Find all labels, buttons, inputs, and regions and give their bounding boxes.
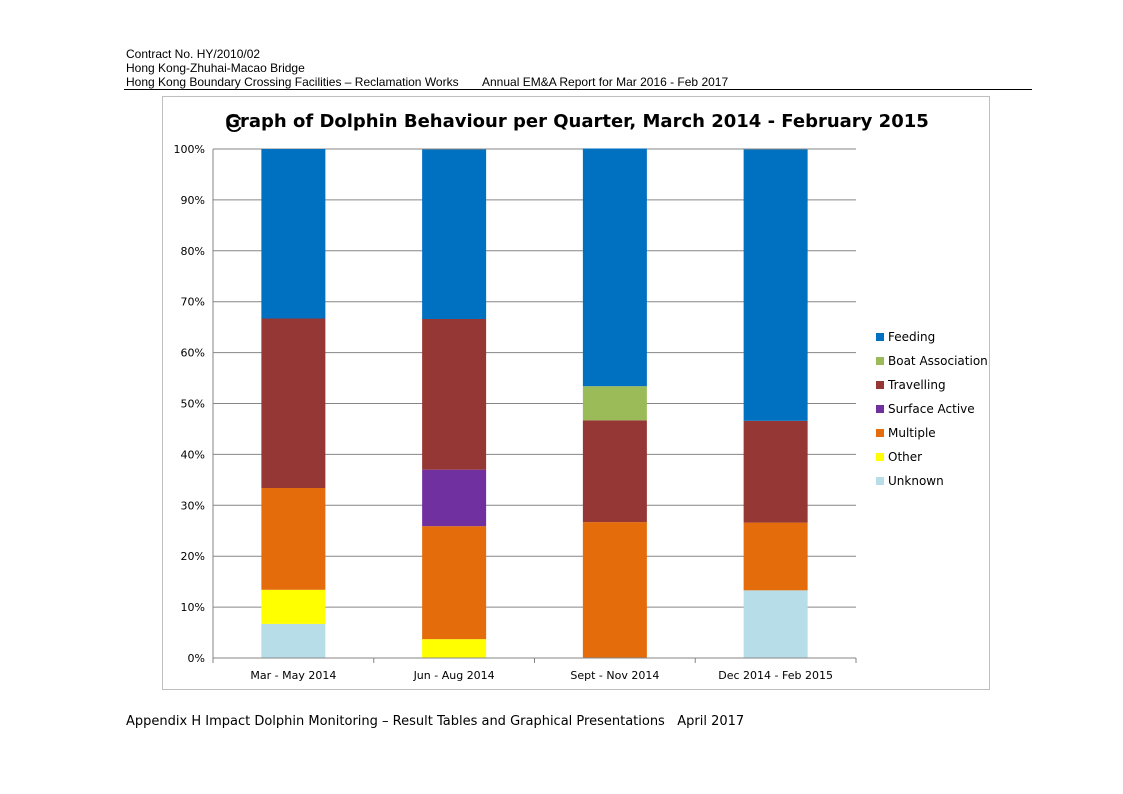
bar-segment-travelling (743, 420, 808, 523)
legend-swatch (876, 477, 884, 485)
y-tick-label: 40% (181, 448, 205, 461)
legend-swatch (876, 429, 884, 437)
y-tick-label: 60% (181, 347, 205, 360)
bar-segment-travelling (261, 318, 326, 488)
y-tick-label: 0% (188, 652, 205, 665)
axes: 0% 10% 20% 30% 40% 50% 60% 70% 80% 90% 100% Mar - M… (174, 143, 857, 682)
legend-label: Multiple (888, 426, 936, 440)
y-tick-label: 20% (181, 550, 205, 563)
works-name: Hong Kong Boundary Crossing Facilities –… (126, 75, 459, 89)
legend-label: Unknown (888, 474, 944, 488)
y-tick-label: 70% (181, 296, 205, 309)
bar-segment-boat-association (582, 386, 647, 421)
footer: Appendix H Impact Dolphin Monitoring – R… (126, 714, 744, 729)
bar-segment-unknown (743, 590, 808, 658)
project-name: Hong Kong-Zhuhai-Macao Bridge (126, 61, 305, 75)
bar-segment-other (422, 639, 487, 658)
bar-segment-feeding (422, 149, 487, 320)
x-tick-label: Jun - Aug 2014 (413, 669, 495, 682)
legend-label: Boat Association (888, 354, 988, 368)
bar-segment-surface-active (422, 469, 487, 527)
y-tick-label: 30% (181, 499, 205, 512)
bar-segment-other (261, 589, 326, 624)
bar-segment-feeding (743, 149, 808, 421)
bar-segment-travelling (582, 420, 647, 523)
bar-segment-travelling (422, 319, 487, 470)
y-tick-label: 100% (174, 143, 205, 156)
chart-frame: C Graph of Dolphin Behaviour per Quarter… (162, 96, 990, 690)
contract-number: Contract No. HY/2010/02 (126, 47, 261, 61)
legend-label: Travelling (887, 378, 946, 392)
legend-label: Surface Active (888, 402, 975, 416)
header-rule (124, 89, 1032, 90)
y-tick-label: 50% (181, 398, 205, 411)
chart-title: Graph of Dolphin Behaviour per Quarter, … (225, 111, 929, 132)
bar-segment-feeding (582, 148, 647, 387)
y-tick-label: 90% (181, 194, 205, 207)
report-name: Annual EM&A Report for Mar 2016 - Feb 20… (482, 75, 729, 89)
bar-segment-multiple (261, 487, 326, 590)
legend-swatch (876, 405, 884, 413)
legend-swatch (876, 381, 884, 389)
x-tick-label: Sept - Nov 2014 (570, 669, 659, 682)
legend-swatch (876, 357, 884, 365)
legend-swatch (876, 453, 884, 461)
legend-label: Other (888, 450, 922, 464)
bar-segment-unknown (261, 623, 326, 658)
bars (261, 148, 808, 658)
bar-segment-multiple (422, 526, 487, 640)
footer-text: Appendix H Impact Dolphin Monitoring – R… (126, 714, 665, 729)
legend: Feeding Boat Association Travelling Surface… (876, 330, 988, 488)
bar-segment-multiple (582, 522, 647, 658)
x-tick-label: Dec 2014 - Feb 2015 (718, 669, 833, 682)
y-tick-label: 80% (181, 245, 205, 258)
chart-label: C (225, 111, 242, 138)
legend-swatch (876, 333, 884, 341)
footer-date: April 2017 (677, 714, 745, 729)
x-tick-label: Mar - May 2014 (250, 669, 336, 682)
bar-segment-feeding (261, 149, 326, 319)
chart-svg: C Graph of Dolphin Behaviour per Quarter… (174, 111, 988, 682)
bar-segment-multiple (743, 522, 808, 591)
legend-label: Feeding (888, 330, 935, 344)
y-tick-label: 10% (181, 601, 205, 614)
